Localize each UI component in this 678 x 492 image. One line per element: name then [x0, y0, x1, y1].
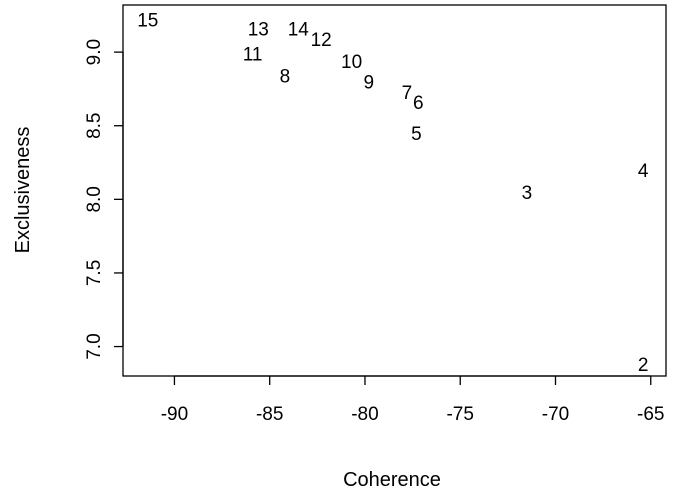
y-tick-label: 8.5 — [84, 113, 105, 139]
point-label-9: 9 — [363, 73, 374, 94]
x-tick-label: -80 — [351, 404, 378, 425]
x-axis: -90 -85 -80 -75 -70 -65 — [161, 375, 664, 425]
point-label-10: 10 — [341, 52, 362, 73]
point-labels: 2 3 4 5 67 8 910 11 12 13 14 15 — [137, 11, 649, 377]
point-label-15: 15 — [137, 11, 158, 32]
x-tick-label: -75 — [446, 404, 473, 425]
y-axis: 7.0 7.5 8.0 8.5 9.0 — [84, 39, 124, 360]
x-tick-label: -90 — [161, 404, 188, 425]
plot-frame — [122, 4, 667, 377]
point-label-3: 3 — [522, 183, 533, 204]
point-label-5: 5 — [411, 124, 422, 145]
y-tick-label: 7.5 — [84, 260, 105, 286]
point-label-4: 4 — [638, 161, 649, 182]
point-label-12: 12 — [311, 30, 332, 51]
y-tick-label: 8.0 — [84, 186, 105, 212]
x-tick-label: -70 — [542, 404, 569, 425]
point-label-8: 8 — [280, 67, 291, 88]
point-label-7: 7 — [402, 83, 413, 104]
y-tick-label: 7.0 — [84, 333, 105, 359]
x-axis-title: Coherence — [343, 469, 441, 491]
point-label-13: 13 — [248, 20, 269, 41]
point-label-6: 6 — [413, 93, 424, 114]
point-label-14: 14 — [288, 20, 310, 41]
x-tick-label: -65 — [637, 404, 664, 425]
point-label-11: 11 — [243, 45, 263, 66]
y-tick-label: 9.0 — [84, 39, 105, 65]
y-axis-title: Exclusiveness — [12, 127, 34, 254]
point-label-2: 2 — [638, 355, 649, 376]
x-tick-label: -85 — [256, 404, 283, 425]
